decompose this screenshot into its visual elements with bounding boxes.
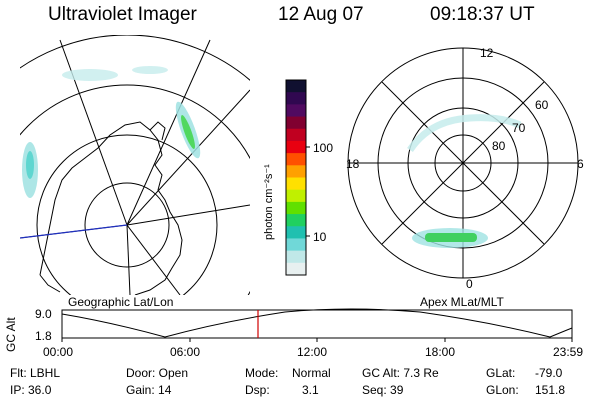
lat-circle-1 bbox=[84, 182, 170, 268]
colorbar-segment bbox=[286, 177, 306, 191]
mlt-label-18: 18 bbox=[346, 157, 360, 171]
coastline-peninsula bbox=[149, 121, 166, 141]
filter-info: Flt: LBHL bbox=[10, 366, 61, 380]
colorbar-segment bbox=[286, 201, 306, 215]
lat-circle-2 bbox=[36, 134, 218, 295]
glon-value: 151.8 bbox=[535, 383, 566, 397]
apex-polar-plot bbox=[347, 47, 579, 279]
coastline bbox=[39, 121, 183, 295]
altitude-curve bbox=[61, 308, 573, 338]
glat-label: GLat: bbox=[486, 366, 516, 380]
colorbar-segment bbox=[286, 189, 306, 203]
glat-value: -79.0 bbox=[535, 366, 563, 380]
ip-info: IP: 36.0 bbox=[10, 383, 52, 397]
mlt-label-6: 6 bbox=[577, 157, 584, 171]
lat-circle-3 bbox=[20, 84, 250, 295]
colorbar-segment bbox=[286, 262, 306, 276]
meridian-2 bbox=[126, 39, 211, 226]
time-tick-1800: 18:00 bbox=[425, 345, 456, 359]
colorbar-segment bbox=[286, 116, 306, 130]
dsp-value: 3.1 bbox=[302, 383, 319, 397]
colorbar bbox=[286, 80, 306, 276]
gain-info: Gain: 14 bbox=[126, 383, 172, 397]
colorbar-segment bbox=[286, 238, 306, 252]
gc-altitude-info: GC Alt: 7.3 Re bbox=[362, 366, 439, 380]
dsp-label: Dsp: bbox=[245, 383, 270, 397]
mlat-label-80: 80 bbox=[492, 139, 506, 153]
time-label: 09:18:37 UT bbox=[430, 4, 535, 25]
colorbar-segment bbox=[286, 128, 306, 142]
meridian-1 bbox=[59, 39, 128, 226]
colorbar-segment bbox=[286, 165, 306, 178]
time-tick-0600: 06:00 bbox=[170, 345, 201, 359]
colorbar-segment bbox=[286, 104, 306, 118]
mlt-label-12: 12 bbox=[480, 46, 494, 60]
geographic-map bbox=[20, 35, 250, 295]
sequence-info: Seq: 39 bbox=[362, 383, 404, 397]
colorbar-segment bbox=[286, 92, 306, 105]
time-tick-2359: 23:59 bbox=[553, 345, 584, 359]
door-info: Door: Open bbox=[126, 366, 189, 380]
colorbar-units-label: photon cm⁻²s⁻¹ bbox=[263, 164, 275, 240]
meridian-7 bbox=[126, 224, 131, 295]
colorbar-segment bbox=[286, 250, 306, 264]
mlat-label-60: 60 bbox=[535, 98, 549, 112]
time-tick-1200: 12:00 bbox=[297, 345, 328, 359]
altitude-ytick-high: 9.0 bbox=[35, 307, 52, 321]
mlt-label-0: 0 bbox=[466, 277, 473, 291]
date-label: 12 Aug 07 bbox=[278, 4, 364, 25]
time-tick-0000: 00:00 bbox=[43, 345, 74, 359]
mlat-label-70: 70 bbox=[512, 121, 526, 135]
colorbar-frame bbox=[285, 79, 307, 276]
geographic-panel-label: Geographic Lat/Lon bbox=[68, 295, 174, 309]
glon-label: GLon: bbox=[486, 383, 519, 397]
mlt-diagonal-2 bbox=[381, 81, 545, 245]
meridian-4 bbox=[126, 89, 250, 226]
colorbar-segment bbox=[286, 214, 306, 227]
altitude-plot-frame bbox=[61, 309, 573, 339]
meridian-3 bbox=[126, 204, 250, 226]
colorbar-tick-100: 100 bbox=[313, 141, 334, 155]
instrument-title: Ultraviolet Imager bbox=[48, 4, 197, 25]
meridian-5 bbox=[126, 224, 181, 295]
colorbar-tick-10: 10 bbox=[313, 230, 327, 244]
colorbar-segment bbox=[286, 153, 306, 166]
aurora-emission-left bbox=[22, 66, 201, 198]
mode-value: Normal bbox=[292, 366, 331, 380]
colorbar-segment bbox=[286, 226, 306, 239]
mode-label: Mode: bbox=[245, 366, 279, 380]
colorbar-segment bbox=[286, 140, 306, 154]
altitude-ylabel: GC Alt bbox=[4, 317, 18, 352]
colorbar-segment bbox=[286, 80, 306, 93]
aurora-emission-right bbox=[407, 114, 522, 248]
terminator-line bbox=[20, 224, 128, 239]
altitude-ytick-low: 1.8 bbox=[35, 329, 52, 343]
apex-panel-label: Apex MLat/MLT bbox=[420, 295, 504, 309]
